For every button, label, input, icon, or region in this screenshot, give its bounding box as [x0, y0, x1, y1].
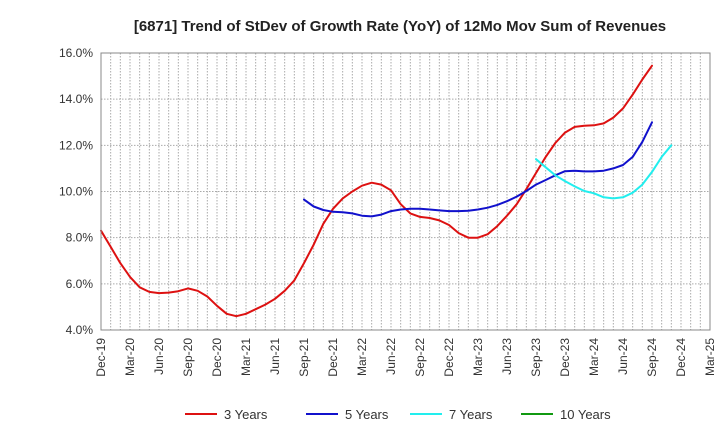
x-tick-label: Sep-20	[181, 338, 195, 377]
chart-title: [6871] Trend of StDev of Growth Rate (Yo…	[134, 18, 666, 35]
x-tick-label: Mar-20	[123, 338, 137, 376]
x-tick-label: Dec-24	[674, 338, 688, 377]
x-tick-label: Mar-25	[703, 338, 717, 376]
x-tick-label: Dec-23	[558, 338, 572, 377]
y-tick-label: 12.0%	[59, 138, 93, 152]
series-line-7-years	[535, 144, 673, 200]
y-axis-ticks: 4.0% 6.0% 8.0% 10.0% 12.0% 14.0% 16.0%	[59, 46, 93, 337]
legend-label-5-years: 5 Years	[345, 407, 389, 422]
x-tick-label: Sep-21	[297, 338, 311, 377]
x-tick-label: Sep-23	[529, 338, 543, 377]
x-tick-label: Mar-23	[471, 338, 485, 376]
series-lines	[100, 64, 673, 318]
y-tick-label: 16.0%	[59, 46, 93, 60]
legend-label-10-years: 10 Years	[560, 407, 611, 422]
x-tick-label: Sep-24	[645, 338, 659, 377]
x-tick-label: Jun-23	[500, 338, 514, 375]
x-axis-ticks: Dec-19 Mar-20 Jun-20 Sep-20 Dec-20 Mar-21 Jun-…	[94, 338, 717, 377]
y-tick-label: 8.0%	[66, 231, 94, 245]
x-tick-label: Dec-21	[326, 338, 340, 377]
y-tick-label: 14.0%	[59, 92, 93, 106]
legend-label-3-years: 3 Years	[224, 407, 268, 422]
x-tick-label: Sep-22	[413, 338, 427, 377]
x-tick-label: Mar-21	[239, 338, 253, 376]
x-tick-label: Dec-22	[442, 338, 456, 377]
legend-label-7-years: 7 Years	[449, 407, 493, 422]
y-tick-label: 6.0%	[66, 277, 94, 291]
y-tick-label: 4.0%	[66, 323, 94, 337]
x-tick-label: Dec-19	[94, 338, 108, 377]
x-tick-label: Jun-21	[268, 338, 282, 375]
grid-lines	[101, 53, 710, 330]
x-tick-label: Dec-20	[210, 338, 224, 377]
x-tick-label: Jun-24	[616, 338, 630, 375]
x-tick-label: Mar-24	[587, 338, 601, 376]
series-line-3-years	[100, 64, 653, 318]
plot-frame	[100, 52, 711, 331]
x-tick-label: Jun-20	[152, 338, 166, 375]
x-tick-label: Mar-22	[355, 338, 369, 376]
x-tick-label: Jun-22	[384, 338, 398, 375]
series-line-5-years	[303, 121, 653, 218]
y-tick-label: 10.0%	[59, 185, 93, 199]
legend: 3 Years 5 Years 7 Years 10 Years	[185, 407, 611, 422]
